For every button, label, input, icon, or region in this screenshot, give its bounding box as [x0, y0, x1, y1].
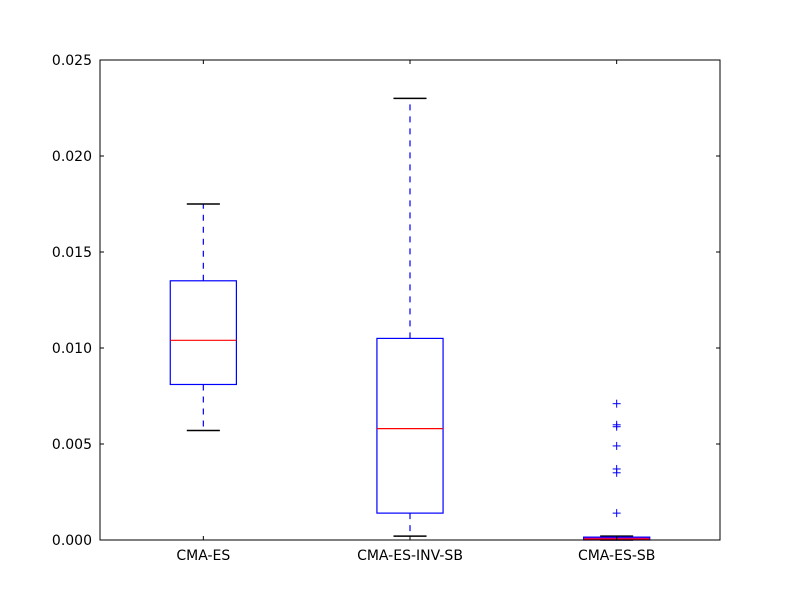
y-tick-label: 0.025	[52, 53, 92, 69]
outlier-point	[612, 420, 621, 429]
y-tick-label: 0.015	[52, 245, 92, 261]
x-axis: CMA-ES CMA-ES-INV-SB CMA-ES-SB	[176, 60, 655, 564]
box-group	[376, 97, 444, 537]
outlier-point	[612, 464, 621, 473]
box-group	[169, 203, 237, 432]
x-tick-label: CMA-ES-INV-SB	[357, 548, 463, 564]
outlier-point	[612, 509, 621, 518]
y-tick-label: 0.010	[52, 341, 92, 357]
outlier-point	[612, 399, 621, 408]
x-tick-label: CMA-ES-SB	[578, 548, 655, 564]
iqr-box	[376, 337, 444, 514]
box-group	[582, 399, 651, 541]
iqr-box	[169, 280, 237, 386]
y-tick-label: 0.005	[52, 437, 92, 453]
x-tick-label: CMA-ES	[176, 548, 230, 564]
y-tick-label: 0.000	[52, 533, 92, 549]
y-tick-label: 0.020	[52, 149, 92, 165]
plot-area	[169, 97, 651, 541]
outlier-point	[612, 441, 621, 450]
y-axis: 0.000 0.005 0.010 0.015 0.020 0.025	[52, 53, 720, 549]
